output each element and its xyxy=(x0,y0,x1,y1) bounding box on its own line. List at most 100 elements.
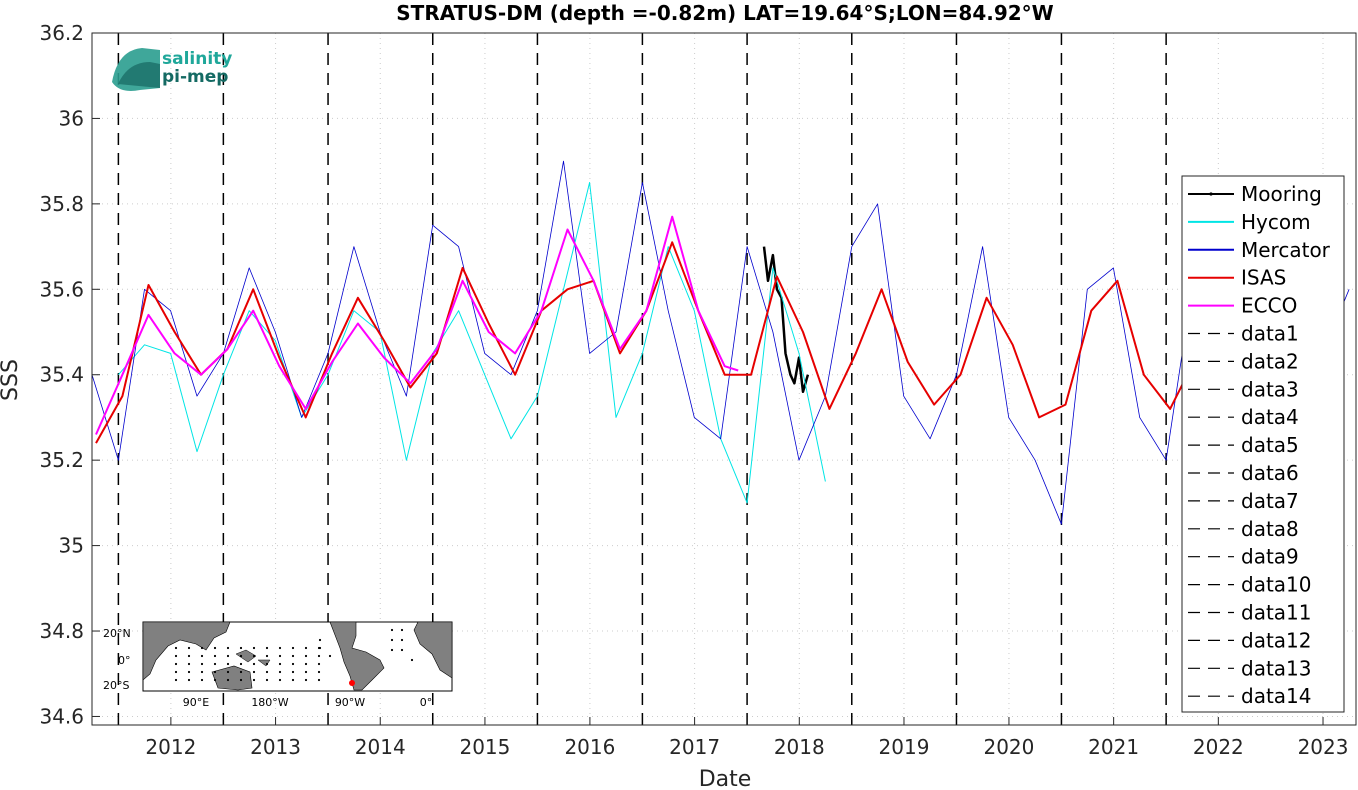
plot-frame xyxy=(91,32,1357,726)
x-tick-label: 2021 xyxy=(1088,735,1139,759)
station-dot xyxy=(291,670,295,674)
map-lon-label: 0° xyxy=(420,696,433,709)
station-dot xyxy=(390,628,394,632)
legend-entry: data10 xyxy=(1241,573,1312,597)
series-mercator xyxy=(91,160,1350,525)
legend-entry: data9 xyxy=(1241,545,1299,569)
station-dot xyxy=(400,648,404,652)
station-dot xyxy=(213,662,217,666)
inset-map-land-asia xyxy=(142,621,231,681)
series-isas xyxy=(95,241,1184,444)
station-dot xyxy=(200,654,204,658)
station-dot xyxy=(328,654,332,658)
y-axis-label: SSS xyxy=(0,359,23,401)
legend-entry: Hycom xyxy=(1241,210,1311,234)
y-ticks: 34.6 34.8 35 35.2 35.4 35.6 35.8 36 36.2 xyxy=(39,21,100,728)
legend: Mooring Hycom Mercator ISAS ECCO data1 data2 da… xyxy=(1181,175,1345,713)
station-dot xyxy=(226,670,230,674)
x-tick-label: 2014 xyxy=(355,735,406,759)
logo-line2: pi-mep xyxy=(162,67,228,87)
legend-entry: data8 xyxy=(1241,517,1299,541)
station-dot xyxy=(304,646,308,650)
legend-entry: data12 xyxy=(1241,628,1312,652)
x-axis-label: Date xyxy=(699,767,752,790)
station-dot xyxy=(317,678,321,682)
x-tick-label: 2018 xyxy=(774,735,825,759)
station-dot xyxy=(174,646,178,650)
station-dot xyxy=(213,670,217,674)
legend-entry: data13 xyxy=(1241,656,1312,680)
legend-entry: Mooring xyxy=(1241,182,1322,206)
station-dot xyxy=(200,678,204,682)
x-tick-label: 2012 xyxy=(145,735,196,759)
station-dot xyxy=(318,646,322,650)
y-tick-label: 35 xyxy=(59,534,84,558)
station-dot xyxy=(187,670,191,674)
station-dot xyxy=(213,646,217,650)
x-tick-label: 2016 xyxy=(564,735,615,759)
y-tick-label: 34.6 xyxy=(39,704,84,728)
station-dot xyxy=(252,654,256,658)
legend-entry: data6 xyxy=(1241,461,1299,485)
station-dot xyxy=(400,628,404,632)
salinity-pimep-logo: salinity pi-mep xyxy=(112,48,232,91)
station-dot xyxy=(265,662,269,666)
legend-entry: data1 xyxy=(1241,322,1299,346)
station-dot xyxy=(252,678,256,682)
station-dot xyxy=(226,646,230,650)
station-dot xyxy=(226,678,230,682)
station-dot xyxy=(174,654,178,658)
inset-map-land-americas xyxy=(329,621,385,691)
x-tick-label: 2015 xyxy=(459,735,510,759)
station-dot xyxy=(304,678,308,682)
station-dot xyxy=(278,670,282,674)
legend-entry: data7 xyxy=(1241,489,1299,513)
station-dot xyxy=(304,670,308,674)
station-dot xyxy=(174,678,178,682)
y-tick-label: 36 xyxy=(59,106,84,130)
station-dot xyxy=(252,646,256,650)
map-lat-label: 0° xyxy=(118,654,131,667)
station-dot xyxy=(317,654,321,658)
station-dot xyxy=(187,662,191,666)
station-dot xyxy=(239,670,243,674)
y-tick-label: 35.8 xyxy=(39,192,84,216)
station-dot xyxy=(265,678,269,682)
legend-entry: ISAS xyxy=(1241,266,1286,290)
legend-entry: data2 xyxy=(1241,349,1299,373)
station-dot xyxy=(278,646,282,650)
station-dot xyxy=(226,654,230,658)
map-lon-label: 90°E xyxy=(183,696,209,709)
inset-map-location-marker xyxy=(349,680,355,686)
station-dot xyxy=(278,678,282,682)
station-dot xyxy=(252,662,256,666)
station-dot xyxy=(200,662,204,666)
y-tick-label: 35.4 xyxy=(39,363,84,387)
y-tick-label: 35.2 xyxy=(39,448,84,472)
station-dot xyxy=(318,638,322,642)
station-dot xyxy=(239,662,243,666)
legend-entry: data5 xyxy=(1241,433,1299,457)
station-dot xyxy=(278,654,282,658)
station-dot xyxy=(291,678,295,682)
chart-title: STRATUS-DM (depth =-0.82m) LAT=19.64°S;L… xyxy=(396,1,1053,25)
y-tick-label: 35.6 xyxy=(39,277,84,301)
inset-map-land-africa xyxy=(413,621,453,679)
series-layer xyxy=(91,160,1350,525)
station-dot xyxy=(252,670,256,674)
station-dot xyxy=(291,654,295,658)
station-dot xyxy=(304,662,308,666)
station-dot xyxy=(187,654,191,658)
station-dot xyxy=(200,670,204,674)
station-dot xyxy=(213,678,217,682)
station-dot xyxy=(410,658,414,662)
legend-entry: data11 xyxy=(1241,601,1312,625)
x-tick-label: 2022 xyxy=(1193,735,1244,759)
station-dot xyxy=(317,662,321,666)
inset-map-stations xyxy=(174,628,414,682)
y-tick-label: 34.8 xyxy=(39,619,84,643)
series-mooring xyxy=(762,246,810,394)
map-lat-label: 20°S xyxy=(103,679,129,692)
station-dot xyxy=(213,654,217,658)
